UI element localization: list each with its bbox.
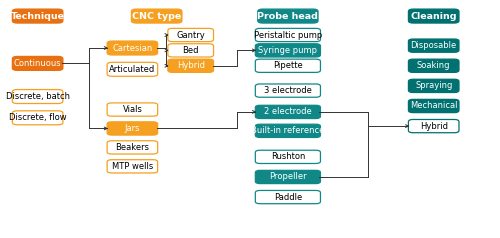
FancyBboxPatch shape: [408, 119, 459, 133]
FancyBboxPatch shape: [132, 9, 182, 23]
Text: 3 electrode: 3 electrode: [264, 86, 312, 95]
Text: Pipette: Pipette: [273, 61, 303, 70]
Text: Paddle: Paddle: [274, 193, 302, 202]
Text: Spraying: Spraying: [415, 81, 453, 90]
Text: Articulated: Articulated: [110, 65, 156, 74]
Text: Bed: Bed: [182, 46, 199, 55]
FancyBboxPatch shape: [408, 79, 459, 93]
Text: 2 electrode: 2 electrode: [264, 107, 312, 116]
Text: MTP wells: MTP wells: [112, 162, 153, 171]
Text: Cartesian: Cartesian: [112, 44, 152, 53]
Text: Gantry: Gantry: [176, 30, 205, 40]
Text: Technique: Technique: [10, 12, 64, 20]
Text: Continuous: Continuous: [14, 59, 62, 68]
Text: Built-in reference: Built-in reference: [251, 126, 324, 135]
Text: Discrete, batch: Discrete, batch: [6, 92, 70, 101]
Text: Rushton: Rushton: [270, 152, 305, 161]
FancyBboxPatch shape: [12, 111, 63, 125]
FancyBboxPatch shape: [107, 41, 158, 55]
FancyBboxPatch shape: [12, 56, 63, 70]
FancyBboxPatch shape: [107, 103, 158, 116]
Text: Syringe pump: Syringe pump: [258, 46, 318, 55]
Text: Discrete, flow: Discrete, flow: [9, 113, 66, 122]
FancyBboxPatch shape: [256, 150, 320, 164]
Text: Jars: Jars: [124, 124, 140, 133]
FancyBboxPatch shape: [107, 160, 158, 173]
FancyBboxPatch shape: [258, 9, 318, 23]
FancyBboxPatch shape: [256, 59, 320, 72]
FancyBboxPatch shape: [256, 170, 320, 183]
Text: Hybrid: Hybrid: [420, 122, 448, 131]
FancyBboxPatch shape: [107, 122, 158, 135]
Text: Peristaltic pump: Peristaltic pump: [254, 30, 322, 40]
FancyBboxPatch shape: [12, 89, 63, 104]
FancyBboxPatch shape: [256, 28, 320, 42]
FancyBboxPatch shape: [256, 190, 320, 204]
FancyBboxPatch shape: [408, 39, 459, 52]
FancyBboxPatch shape: [408, 59, 459, 72]
Text: Hybrid: Hybrid: [176, 61, 204, 70]
FancyBboxPatch shape: [256, 44, 320, 57]
FancyBboxPatch shape: [168, 28, 214, 42]
FancyBboxPatch shape: [107, 141, 158, 154]
Text: Probe head: Probe head: [258, 12, 318, 20]
Text: CNC type: CNC type: [132, 12, 182, 20]
FancyBboxPatch shape: [408, 9, 459, 23]
FancyBboxPatch shape: [168, 44, 214, 57]
FancyBboxPatch shape: [256, 105, 320, 119]
FancyBboxPatch shape: [168, 59, 214, 72]
FancyBboxPatch shape: [408, 99, 459, 113]
Text: Cleaning: Cleaning: [410, 12, 457, 20]
Text: Beakers: Beakers: [116, 143, 150, 152]
FancyBboxPatch shape: [12, 9, 63, 23]
Text: Vials: Vials: [122, 105, 142, 114]
FancyBboxPatch shape: [107, 62, 158, 76]
Text: Mechanical: Mechanical: [410, 101, 458, 110]
Text: Soaking: Soaking: [417, 61, 450, 70]
Text: Propeller: Propeller: [269, 173, 306, 181]
FancyBboxPatch shape: [256, 124, 320, 138]
Text: Disposable: Disposable: [410, 41, 457, 50]
FancyBboxPatch shape: [256, 84, 320, 97]
